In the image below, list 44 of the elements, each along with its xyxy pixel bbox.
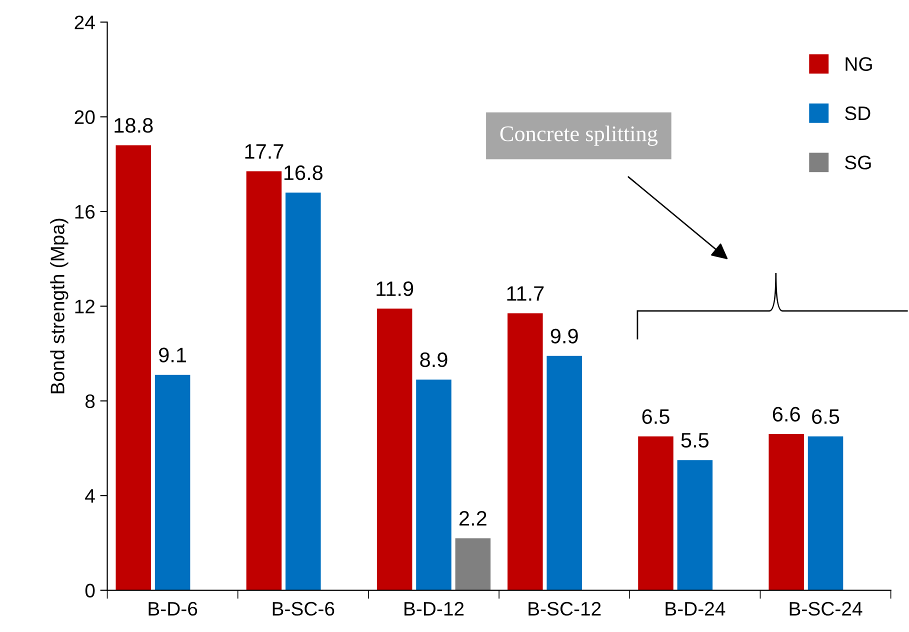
data-label: 11.7 [507,286,544,301]
bar [116,145,152,590]
x-tick-label: B-SC-6 [272,602,334,616]
data-label: 6.5 [812,409,840,424]
bar [638,436,674,590]
bar [246,171,282,590]
bar [455,538,491,590]
data-label: 17.7 [245,144,284,159]
x-tick-label: B-D-24 [666,602,726,616]
legend-label: NG [846,57,872,71]
y-tick-label: 24 [74,16,95,30]
y-tick-label: 8 [85,394,95,408]
bar [416,380,452,590]
y-tick-label: 4 [85,489,95,503]
bar [508,313,543,590]
data-label: 2.2 [459,511,486,526]
bar [808,436,844,590]
x-tick-label: B-SC-12 [528,602,601,616]
x-tick-label: B-SC-24 [790,602,862,616]
x-tick-label: B-D-6 [148,602,198,616]
data-label: 9.1 [159,348,186,362]
bar [768,434,804,590]
bar [154,374,190,590]
x-tick-label: B-D-12 [404,602,464,616]
legend-label: SG [845,156,871,170]
data-label: 9.9 [550,328,578,344]
y-tick-label: 0 [85,584,95,598]
data-label: 6.5 [642,409,670,424]
data-label: 11.9 [376,281,414,296]
y-axis-title: Bond strength (Mpa) [50,218,68,394]
y-tick-label: 16 [75,204,95,219]
bar [546,356,582,590]
legend-label: SD [845,106,870,120]
annotation: Concrete splitting [500,126,658,146]
data-label: 8.9 [420,352,448,368]
bar [286,192,321,590]
y-tick-label: 12 [75,300,94,314]
data-label: 6.6 [772,406,800,422]
y-tick-label: 20 [74,110,95,124]
bar [376,308,412,590]
data-label: 18.8 [114,118,153,133]
data-label: 5.5 [681,433,709,448]
data-label: 16.8 [284,165,323,180]
bar [677,460,713,590]
